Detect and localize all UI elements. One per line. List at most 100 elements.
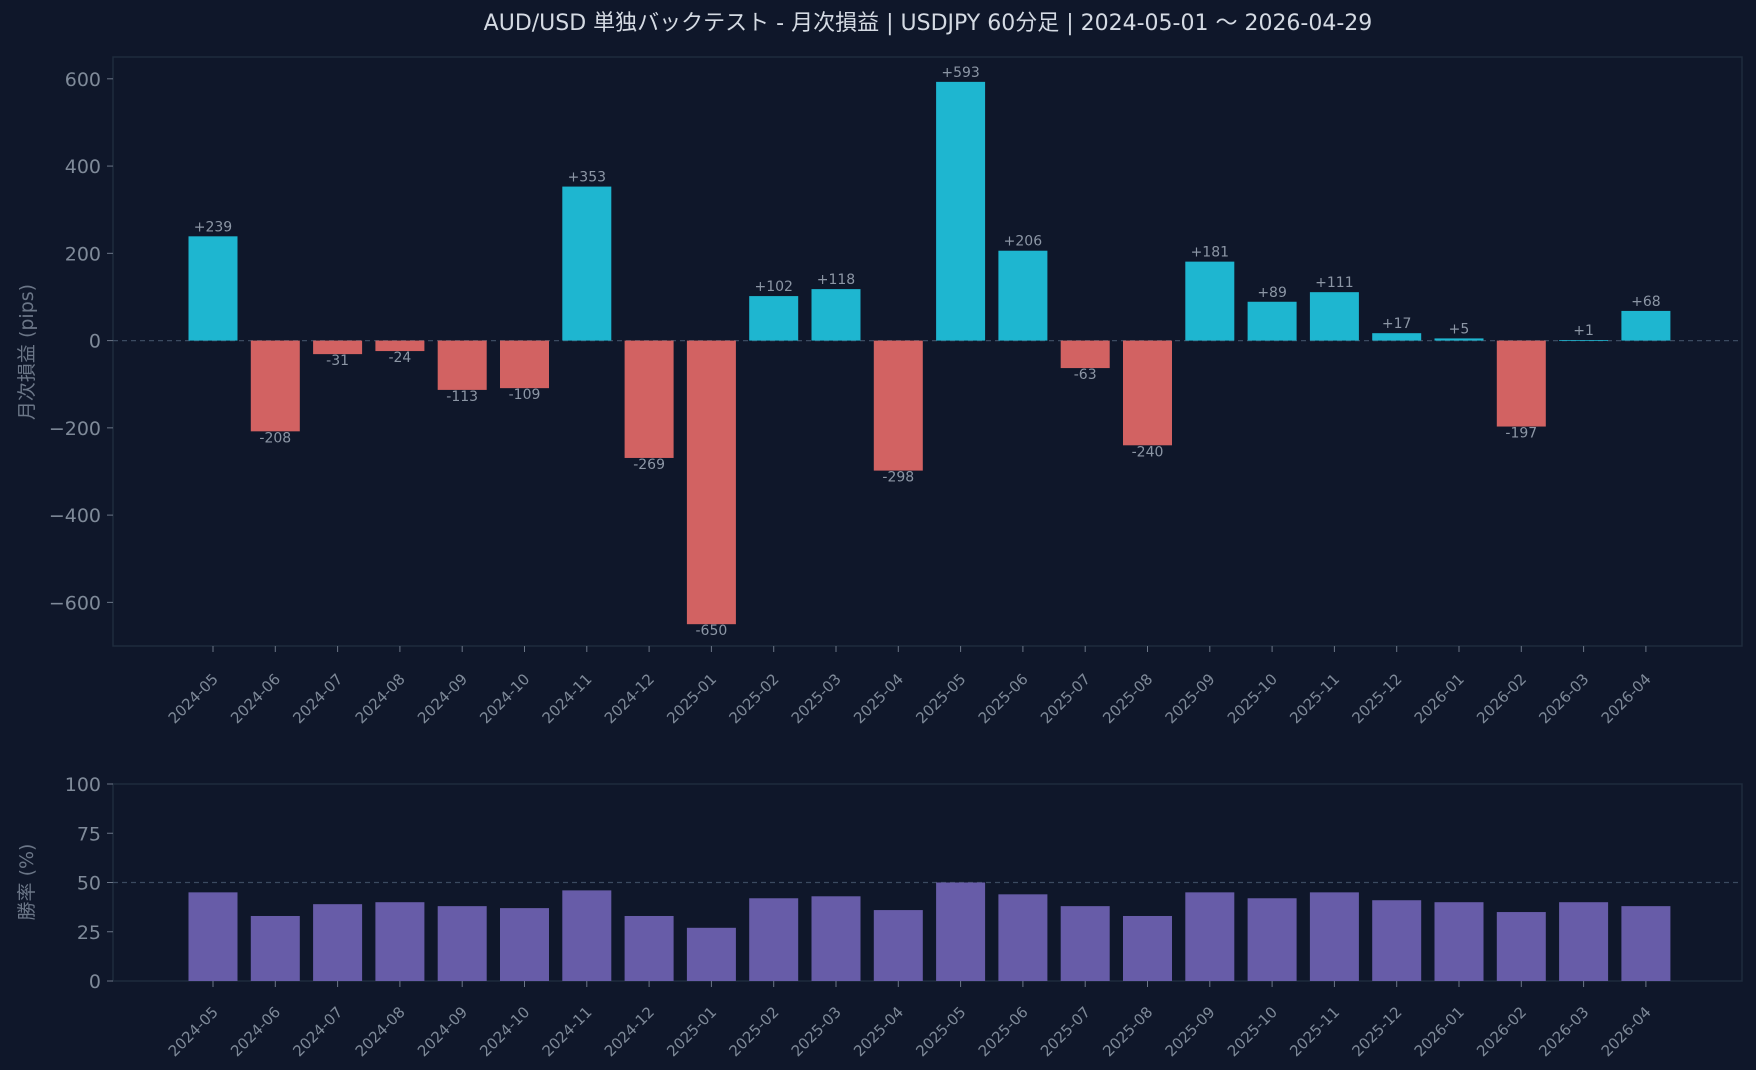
pnl-x-tick-label: 2025-02 (725, 670, 782, 727)
pnl-x-tick-label: 2025-05 (912, 670, 969, 727)
pnl-data-label: -208 (259, 430, 291, 446)
pnl-x-tick-label: 2026-03 (1535, 670, 1592, 727)
pnl-data-label: -109 (509, 387, 541, 403)
pnl-data-label: +102 (754, 279, 792, 295)
pnl-bar (313, 340, 363, 355)
pnl-x-tick-label: 2025-12 (1348, 670, 1405, 727)
pnl-data-label: +239 (194, 219, 232, 235)
winrate-bar (749, 898, 799, 981)
pnl-x-tick-label: 2024-06 (227, 670, 284, 727)
winrate-x-tick-label: 2026-04 (1598, 1003, 1655, 1060)
pnl-bar (1060, 340, 1110, 369)
winrate-bar (250, 915, 300, 981)
pnl-bar (811, 289, 861, 341)
pnl-x-tick-label: 2025-11 (1286, 670, 1343, 727)
winrate-x-tick-label: 2024-05 (165, 1003, 222, 1060)
winrate-bar (188, 892, 238, 981)
pnl-x-tick-label: 2025-07 (1037, 670, 1094, 727)
pnl-bar (686, 340, 736, 625)
winrate-bar (936, 882, 986, 981)
winrate-bar (1123, 915, 1172, 981)
chart-title: AUD/USD 単独バックテスト - 月次損益 | USDJPY 60分足 | … (484, 11, 1373, 36)
pnl-data-label: -31 (326, 353, 349, 369)
pnl-bar (437, 340, 487, 390)
pnl-bar (1496, 340, 1546, 427)
pnl-data-label: +593 (941, 65, 979, 81)
pnl-plot-frame (112, 56, 1743, 647)
pnl-bar (250, 340, 300, 432)
winrate-bar (1496, 912, 1546, 981)
winrate-bar (313, 904, 363, 981)
pnl-data-label: +17 (1382, 316, 1412, 332)
pnl-x-tick-label: 2024-10 (476, 670, 533, 727)
pnl-bar (1123, 340, 1172, 446)
winrate-bar (1372, 900, 1422, 981)
pnl-data-label: -197 (1505, 426, 1537, 442)
winrate-x-tick-label: 2026-02 (1473, 1003, 1530, 1060)
pnl-x-tick-label: 2025-04 (850, 670, 907, 727)
pnl-bar (500, 340, 549, 389)
winrate-y-tick-label: 75 (77, 823, 101, 845)
pnl-y-tick-label: −200 (49, 418, 101, 440)
pnl-x-tick-label: 2024-11 (539, 670, 596, 727)
pnl-bar (1309, 292, 1359, 341)
pnl-bar (1185, 261, 1235, 341)
winrate-bar (375, 902, 425, 981)
pnl-data-label: +206 (1004, 234, 1043, 250)
pnl-y-axis-label: 月次損益 (pips) (16, 284, 38, 420)
winrate-bar (1621, 906, 1671, 981)
pnl-data-label: -298 (882, 470, 914, 486)
pnl-data-label: -113 (446, 389, 478, 405)
pnl-y-tick-label: −400 (49, 505, 101, 527)
winrate-x-tick-label: 2025-11 (1286, 1003, 1343, 1060)
winrate-x-tick-label: 2025-01 (663, 1003, 720, 1060)
pnl-x-tick-label: 2025-08 (1099, 670, 1156, 727)
pnl-y-tick-label: 600 (65, 69, 101, 91)
pnl-data-label: +5 (1449, 321, 1470, 337)
winrate-x-tick-label: 2024-11 (539, 1003, 596, 1060)
pnl-bar (375, 340, 425, 352)
pnl-data-label: -24 (388, 350, 411, 366)
pnl-x-tick-label: 2025-09 (1162, 670, 1219, 727)
winrate-x-tick-label: 2024-09 (414, 1003, 471, 1060)
winrate-x-tick-label: 2024-12 (601, 1003, 658, 1060)
pnl-x-tick-label: 2024-08 (352, 670, 409, 727)
winrate-x-tick-label: 2024-08 (352, 1003, 409, 1060)
winrate-bar (873, 910, 923, 981)
winrate-x-tick-label: 2025-09 (1162, 1003, 1219, 1060)
winrate-x-tick-label: 2025-02 (725, 1003, 782, 1060)
winrate-y-tick-label: 25 (77, 922, 101, 944)
pnl-bar (873, 340, 923, 471)
winrate-x-tick-label: 2024-07 (289, 1003, 346, 1060)
pnl-bar (562, 186, 612, 341)
winrate-bar (1247, 898, 1297, 981)
winrate-x-tick-label: 2026-01 (1411, 1003, 1468, 1060)
pnl-x-tick-label: 2024-07 (289, 670, 346, 727)
winrate-x-tick-label: 2024-06 (227, 1003, 284, 1060)
pnl-x-tick-label: 2025-03 (788, 670, 845, 727)
pnl-data-label: +68 (1631, 294, 1661, 310)
winrate-y-tick-label: 0 (89, 971, 101, 993)
winrate-x-tick-label: 2025-04 (850, 1003, 907, 1060)
winrate-bar (811, 896, 861, 981)
pnl-x-tick-label: 2025-06 (975, 670, 1032, 727)
winrate-x-tick-label: 2024-10 (476, 1003, 533, 1060)
pnl-panel: 月次損益 (pips) −600 −400 −200 0 200 400 600 +239 202… (16, 56, 1743, 727)
pnl-bar (1372, 333, 1422, 341)
pnl-bar (1559, 340, 1609, 341)
winrate-bar (1559, 902, 1609, 981)
pnl-data-label: -269 (633, 457, 665, 473)
winrate-bar (998, 894, 1048, 981)
pnl-bar (749, 296, 799, 341)
winrate-y-tick-label: 100 (65, 774, 101, 796)
winrate-x-tick-label: 2025-05 (912, 1003, 969, 1060)
pnl-bar (1247, 301, 1297, 341)
winrate-x-tick-label: 2025-08 (1099, 1003, 1156, 1060)
winrate-bar (1309, 892, 1359, 981)
winrate-bar (1434, 902, 1484, 981)
winrate-y-tick-label: 50 (77, 873, 101, 895)
pnl-bar (188, 236, 238, 341)
winrate-bar (1060, 906, 1110, 981)
